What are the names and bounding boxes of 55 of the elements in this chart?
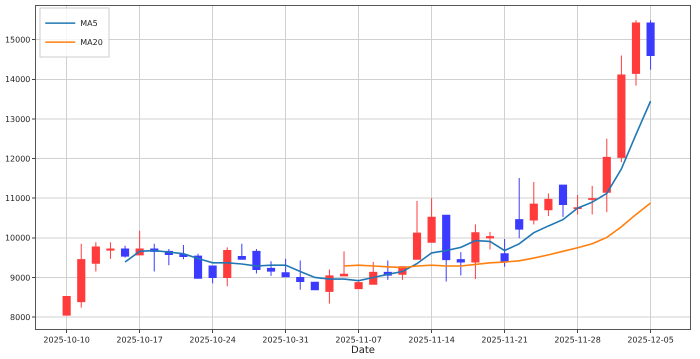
candlestick — [574, 194, 582, 215]
x-tick-label: 2025-10-24 — [189, 336, 236, 345]
candlestick — [340, 250, 348, 277]
candlestick — [500, 238, 509, 268]
x-tick-label: 2025-12-05 — [627, 336, 674, 345]
legend-label: MA20 — [80, 38, 103, 48]
x-axis-title: Date — [351, 345, 375, 356]
candlestick — [266, 260, 276, 276]
candlestick — [296, 260, 304, 290]
candlestick — [617, 55, 626, 163]
y-tick-label: 14000 — [4, 75, 30, 84]
candlestick — [588, 185, 596, 215]
candlestick — [428, 198, 436, 243]
candlestick — [412, 200, 422, 260]
x-tick-label: 2025-10-17 — [116, 336, 163, 345]
y-tick-label: 11000 — [4, 194, 30, 204]
candlestick — [632, 20, 640, 86]
candlestick — [602, 138, 611, 213]
candlestick — [558, 184, 568, 218]
candlestick — [471, 224, 480, 280]
candlestick — [238, 243, 246, 260]
candlestick — [194, 253, 202, 279]
legend-label: MA5 — [80, 19, 98, 28]
x-tick-label: 2025-10-31 — [262, 336, 309, 345]
candlestick — [530, 181, 538, 225]
candlestick — [62, 296, 71, 316]
candlestick — [92, 242, 100, 272]
candlestick — [442, 214, 450, 282]
candlestick — [208, 265, 217, 284]
y-tick-label: 9000 — [10, 273, 30, 282]
candlestick — [515, 178, 524, 239]
x-tick-label: 2025-11-07 — [335, 336, 382, 345]
candlestick — [310, 282, 319, 290]
candlestick — [456, 252, 465, 276]
candlestick — [77, 243, 86, 308]
candlestick — [646, 20, 655, 70]
candlestick — [282, 258, 290, 278]
line-series — [343, 202, 652, 268]
candlestick — [120, 245, 130, 258]
x-tick-label: 2025-11-28 — [554, 336, 601, 345]
y-tick-label: 13000 — [4, 114, 30, 124]
y-tick-label: 12000 — [4, 154, 30, 164]
candlestick — [325, 269, 334, 304]
candlestick — [223, 246, 232, 287]
line-series — [124, 100, 652, 282]
candlestick — [544, 192, 552, 217]
y-tick-label: 10000 — [4, 234, 30, 243]
candlestick — [486, 231, 494, 250]
candlestick — [354, 279, 363, 290]
y-tick-label: 8000 — [10, 312, 30, 322]
x-tick-label: 2025-10-10 — [43, 336, 90, 345]
y-tick-label: 15000 — [4, 35, 30, 44]
x-tick-label: 2025-11-14 — [408, 336, 455, 345]
x-tick-label: 2025-11-21 — [481, 336, 528, 345]
candlestick — [106, 242, 115, 260]
